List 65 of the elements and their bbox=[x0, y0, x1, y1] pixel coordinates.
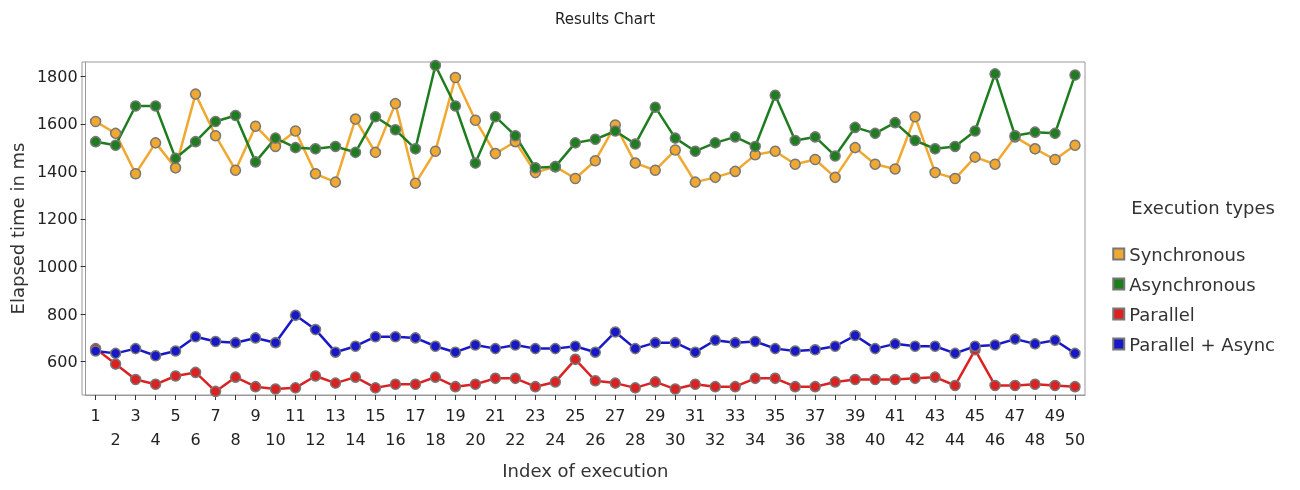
x-tick-label: 1 bbox=[90, 405, 101, 425]
y-tick-label: 800 bbox=[47, 304, 78, 324]
x-tick-label: 3 bbox=[130, 405, 141, 425]
x-tick-label: 42 bbox=[904, 429, 926, 449]
x-tick-label: 33 bbox=[725, 405, 746, 425]
x-tick-label: 35 bbox=[765, 405, 786, 425]
x-tick-label: 16 bbox=[385, 429, 406, 449]
x-tick-label: 11 bbox=[285, 405, 306, 425]
x-tick-label: 8 bbox=[230, 429, 241, 449]
x-tick-label: 40 bbox=[864, 429, 886, 449]
x-tick-label: 21 bbox=[485, 405, 506, 425]
x-tick-label: 22 bbox=[505, 429, 526, 449]
x-tick-label: 31 bbox=[685, 405, 706, 425]
chart-title: Results Chart bbox=[554, 9, 656, 28]
x-tick-label: 7 bbox=[210, 405, 221, 425]
x-tick-label: 23 bbox=[525, 405, 546, 425]
legend-label: Parallel + Async bbox=[1129, 333, 1276, 355]
x-tick-label: 10 bbox=[265, 429, 286, 449]
x-tick-label: 50 bbox=[1064, 429, 1086, 449]
x-tick-label: 20 bbox=[465, 429, 486, 449]
x-axis-title: Index of execution bbox=[502, 459, 669, 481]
x-tick-label: 41 bbox=[884, 405, 906, 425]
x-tick-label: 38 bbox=[824, 429, 846, 449]
x-tick-label: 9 bbox=[250, 405, 261, 425]
x-tick-label: 2 bbox=[110, 429, 121, 449]
x-tick-label: 43 bbox=[924, 405, 946, 425]
x-tick-label: 28 bbox=[625, 429, 646, 449]
x-tick-label: 37 bbox=[804, 405, 826, 425]
x-tick-label: 24 bbox=[545, 429, 566, 449]
y-tick-label: 1000 bbox=[36, 257, 78, 277]
y-axis-title: Elapsed time in ms bbox=[6, 142, 28, 315]
legend-title: Execution types bbox=[1131, 196, 1275, 218]
x-tick-label: 6 bbox=[190, 429, 201, 449]
x-tick-label: 25 bbox=[565, 405, 586, 425]
x-tick-label: 39 bbox=[844, 405, 866, 425]
x-tick-label: 46 bbox=[984, 429, 1006, 449]
x-tick-label: 30 bbox=[665, 429, 686, 449]
x-tick-label: 4 bbox=[150, 429, 161, 449]
y-tick-label: 1200 bbox=[36, 209, 78, 229]
x-tick-label: 32 bbox=[705, 429, 726, 449]
x-tick-label: 15 bbox=[365, 405, 386, 425]
x-tick-label: 14 bbox=[345, 429, 366, 449]
x-tick-label: 29 bbox=[645, 405, 666, 425]
x-tick-label: 27 bbox=[605, 405, 626, 425]
x-tick-label: 26 bbox=[585, 429, 606, 449]
x-tick-label: 36 bbox=[785, 429, 806, 449]
x-tick-label: 49 bbox=[1044, 405, 1066, 425]
x-tick-label: 47 bbox=[1004, 405, 1026, 425]
y-tick-label: 1800 bbox=[36, 66, 78, 86]
x-tick-label: 45 bbox=[964, 405, 986, 425]
legend-label: Synchronous bbox=[1129, 243, 1246, 265]
x-tick-label: 5 bbox=[170, 405, 181, 425]
x-tick-label: 17 bbox=[405, 405, 426, 425]
x-tick-label: 12 bbox=[305, 429, 326, 449]
legend-label: Parallel bbox=[1129, 303, 1195, 325]
x-tick-label: 34 bbox=[745, 429, 766, 449]
y-tick-label: 1400 bbox=[36, 161, 78, 181]
legend-label: Asynchronous bbox=[1129, 273, 1256, 295]
x-tick-label: 18 bbox=[425, 429, 446, 449]
x-tick-label: 48 bbox=[1024, 429, 1046, 449]
x-tick-label: 13 bbox=[325, 405, 346, 425]
y-tick-label: 600 bbox=[47, 352, 78, 372]
y-tick-label: 1600 bbox=[36, 114, 78, 134]
x-tick-label: 19 bbox=[445, 405, 466, 425]
x-tick-label: 44 bbox=[944, 429, 966, 449]
